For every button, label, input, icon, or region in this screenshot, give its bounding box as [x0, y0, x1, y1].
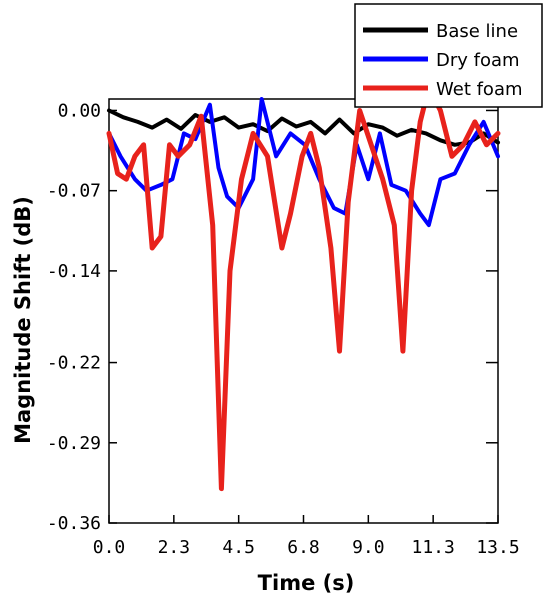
legend-label-base-line: Base line — [436, 21, 518, 42]
legend: Base line Dry foam Wet foam — [354, 3, 543, 108]
x-tick-marks — [108, 515, 499, 523]
y-tick-marks-left — [109, 109, 117, 524]
x-tick-labels: 0.0 2.3 4.5 6.8 9.0 11.3 13.5 — [93, 537, 520, 558]
x-tick-label: 13.5 — [476, 537, 519, 558]
legend-label-dry-foam: Dry foam — [436, 50, 520, 71]
x-tick-label: 2.3 — [158, 537, 191, 558]
y-tick-label: -0.36 — [47, 513, 101, 534]
x-tick-label: 4.5 — [222, 537, 255, 558]
x-tick-label: 9.0 — [352, 537, 385, 558]
y-tick-label: -0.29 — [47, 433, 101, 454]
series-lines — [106, 85, 501, 492]
y-axis-title: Magnitude Shift (dB) — [11, 196, 35, 444]
y-tick-label: -0.22 — [47, 353, 101, 374]
series-line-dry-foam — [107, 97, 500, 228]
legend-label-wet-foam: Wet foam — [436, 79, 523, 100]
y-tick-label: -0.14 — [47, 261, 101, 282]
series-line-base-line — [107, 108, 500, 147]
x-tick-label: 11.3 — [411, 537, 454, 558]
x-tick-label: 6.8 — [287, 537, 320, 558]
y-tick-labels: 0.00 -0.07 -0.14 -0.22 -0.29 -0.36 — [47, 100, 101, 534]
x-tick-label: 0.0 — [93, 537, 126, 558]
y-tick-label: 0.00 — [58, 100, 101, 121]
y-tick-label: -0.07 — [47, 181, 101, 202]
x-axis-title: Time (s) — [258, 571, 355, 595]
series-line-wet-foam — [106, 85, 501, 492]
y-tick-marks-right — [486, 109, 498, 524]
